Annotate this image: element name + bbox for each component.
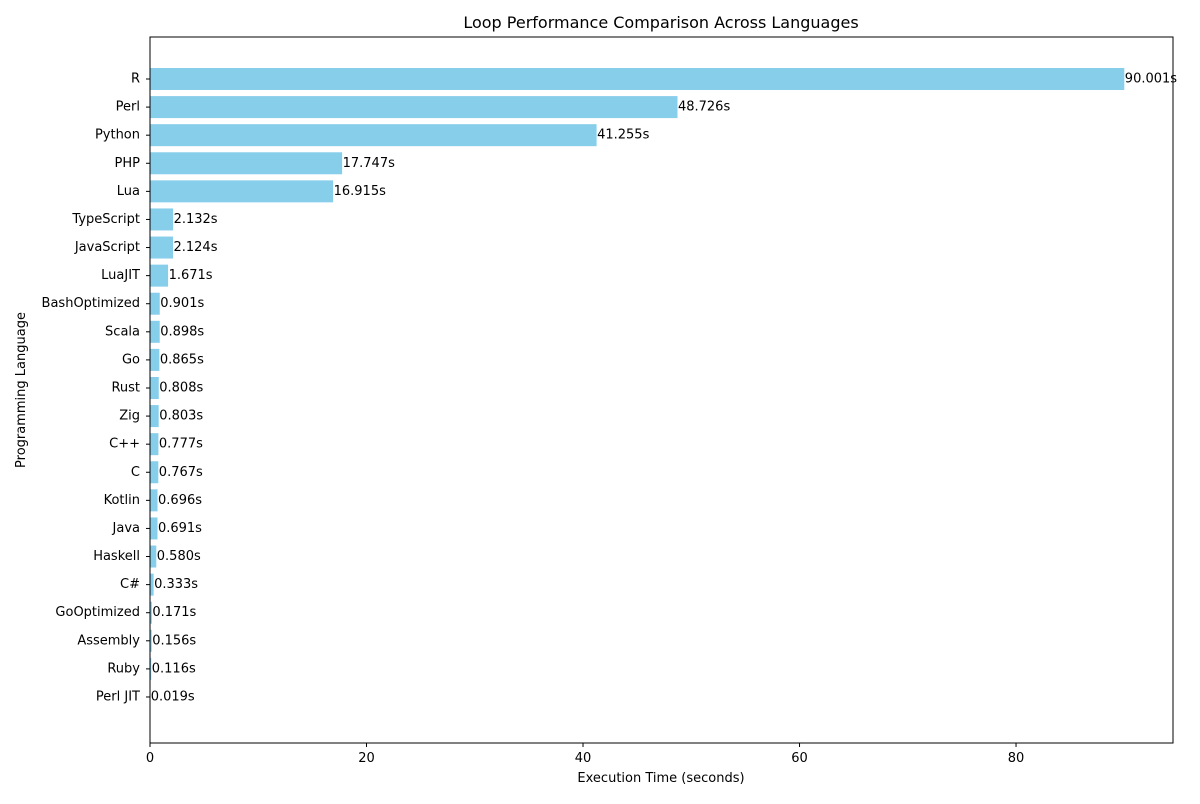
y-tick-label-python: Python [95,128,140,143]
bar-zig [150,405,159,427]
bar-scala [150,321,160,343]
data-label-luajit: 1.671s [169,268,213,283]
y-tick-label-php: PHP [115,156,141,171]
data-label-php: 17.747s [343,156,395,171]
y-tick-label-perl: Perl [116,100,140,115]
y-tick-label-luajit: LuaJIT [101,268,140,283]
y-tick-label-csharp: C# [120,577,140,592]
bar-luajit [150,265,168,287]
data-label-go: 0.865s [160,352,204,367]
y-axis-title: Programming Language [14,312,29,468]
data-label-kotlin: 0.696s [158,493,202,508]
data-label-typescript: 2.132s [174,212,218,227]
x-axis-title: Execution Time (seconds) [577,771,744,786]
data-label-assembly: 0.156s [152,633,196,648]
y-tick-label-ruby: Ruby [107,661,140,676]
data-label-r: 90.001s [1125,72,1177,87]
y-tick-label-typescript: TypeScript [71,212,140,227]
bars-layer: 90.001s 48.726s 41.255s 17.747s 16.915s 2.132… [150,68,1177,708]
data-label-zig: 0.803s [159,409,203,424]
data-label-perl: 48.726s [678,100,730,115]
data-label-haskell: 0.580s [157,549,201,564]
data-label-rust: 0.808s [159,380,203,395]
bar-r [150,68,1124,90]
data-label-gooptimized: 0.171s [152,605,196,620]
y-tick-label-go: Go [122,352,140,367]
y-tick-label-gooptimized: GoOptimized [55,605,140,620]
y-tick-label-bashoptimized: BashOptimized [42,296,140,311]
bar-lua [150,180,333,202]
y-tick-label-rust: Rust [111,380,140,395]
bar-java [150,517,157,539]
bar-rust [150,377,159,399]
x-tick-label-0: 0 [146,751,154,766]
y-tick-label-r: R [131,72,140,87]
data-label-lua: 16.915s [334,184,386,199]
bar-perl [150,96,677,118]
data-label-csharp: 0.333s [154,577,198,592]
bar-haskell [150,546,156,568]
x-tick-label-60: 60 [791,751,808,766]
x-tick-label-20: 20 [358,751,375,766]
y-tick-label-lua: Lua [117,184,140,199]
data-label-cplusplus: 0.777s [159,437,203,452]
y-axis: R Perl Python PHP Lua TypeScript JavaScript Lua… [42,72,150,705]
bar-cplusplus [150,433,158,455]
y-tick-label-javascript: JavaScript [74,240,140,255]
y-tick-label-perl-jit: Perl JIT [96,689,140,704]
data-label-javascript: 2.124s [173,240,217,255]
bar-typescript [150,208,173,230]
bar-bashoptimized [150,293,160,315]
data-label-perl-jit: 0.019s [151,689,195,704]
bar-csharp [150,574,154,596]
y-tick-label-java: Java [112,521,140,536]
data-label-bashoptimized: 0.901s [160,296,204,311]
chart-title: Loop Performance Comparison Across Langu… [463,13,858,32]
data-label-ruby: 0.116s [152,661,196,676]
bar-php [150,152,342,174]
y-tick-label-scala: Scala [105,324,140,339]
data-label-scala: 0.898s [160,324,204,339]
x-tick-label-80: 80 [1008,751,1025,766]
bar-go [150,349,159,371]
y-tick-label-zig: Zig [119,409,140,424]
bar-javascript [150,237,173,259]
bar-python [150,124,597,146]
data-label-python: 41.255s [597,128,649,143]
y-tick-label-c: C [131,465,140,480]
y-tick-label-assembly: Assembly [77,633,140,648]
bar-c [150,461,158,483]
x-tick-label-40: 40 [575,751,592,766]
y-tick-label-cplusplus: C++ [109,437,140,452]
x-axis: 0 20 40 60 80 [146,743,1024,766]
y-tick-label-haskell: Haskell [93,549,140,564]
bar-kotlin [150,489,158,511]
y-tick-label-kotlin: Kotlin [104,493,140,508]
data-label-c: 0.767s [159,465,203,480]
data-label-java: 0.691s [158,521,202,536]
